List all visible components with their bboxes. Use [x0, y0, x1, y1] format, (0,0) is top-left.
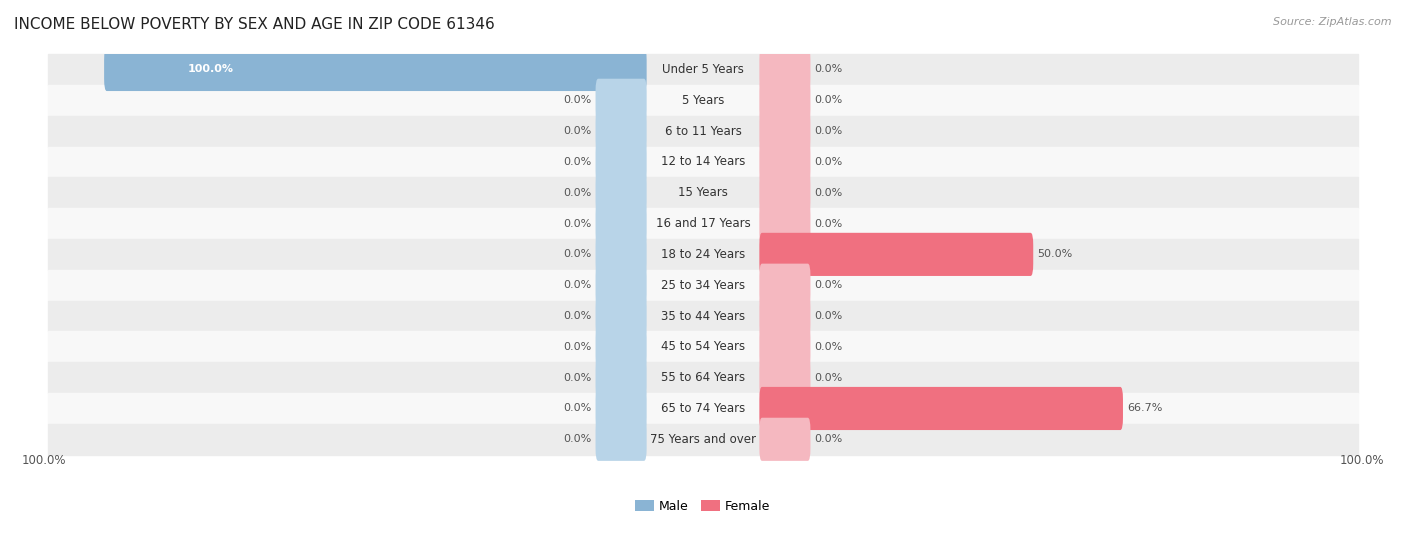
Text: 0.0%: 0.0%: [564, 280, 592, 290]
Text: Under 5 Years: Under 5 Years: [662, 63, 744, 76]
Bar: [48, 116, 1358, 147]
Bar: [48, 424, 1358, 455]
Text: 0.0%: 0.0%: [814, 373, 842, 383]
Text: 5 Years: 5 Years: [682, 94, 724, 107]
Text: INCOME BELOW POVERTY BY SEX AND AGE IN ZIP CODE 61346: INCOME BELOW POVERTY BY SEX AND AGE IN Z…: [14, 17, 495, 32]
FancyBboxPatch shape: [596, 141, 647, 184]
Bar: [48, 85, 1358, 116]
Text: 0.0%: 0.0%: [564, 403, 592, 413]
Text: 0.0%: 0.0%: [564, 219, 592, 229]
Text: 25 to 34 Years: 25 to 34 Years: [661, 278, 745, 292]
Text: 100.0%: 100.0%: [21, 454, 66, 468]
Text: 18 to 24 Years: 18 to 24 Years: [661, 248, 745, 261]
FancyBboxPatch shape: [596, 109, 647, 153]
Bar: [48, 301, 1358, 331]
Text: 0.0%: 0.0%: [564, 249, 592, 259]
FancyBboxPatch shape: [596, 79, 647, 122]
Bar: [48, 331, 1358, 362]
Text: 0.0%: 0.0%: [814, 342, 842, 352]
FancyBboxPatch shape: [596, 171, 647, 214]
Text: 15 Years: 15 Years: [678, 186, 728, 199]
Text: 35 to 44 Years: 35 to 44 Years: [661, 310, 745, 323]
FancyBboxPatch shape: [759, 263, 810, 307]
Bar: [48, 177, 1358, 208]
FancyBboxPatch shape: [596, 418, 647, 461]
Text: Source: ZipAtlas.com: Source: ZipAtlas.com: [1274, 17, 1392, 27]
Text: 75 Years and over: 75 Years and over: [650, 433, 756, 446]
Bar: [48, 208, 1358, 239]
FancyBboxPatch shape: [759, 418, 810, 461]
FancyBboxPatch shape: [759, 202, 810, 245]
Text: 100.0%: 100.0%: [187, 65, 233, 74]
FancyBboxPatch shape: [759, 356, 810, 399]
Text: 66.7%: 66.7%: [1126, 403, 1163, 413]
FancyBboxPatch shape: [596, 325, 647, 368]
Text: 0.0%: 0.0%: [814, 126, 842, 136]
FancyBboxPatch shape: [596, 263, 647, 307]
FancyBboxPatch shape: [596, 387, 647, 430]
Text: 12 to 14 Years: 12 to 14 Years: [661, 156, 745, 169]
Text: 0.0%: 0.0%: [564, 342, 592, 352]
FancyBboxPatch shape: [759, 79, 810, 122]
FancyBboxPatch shape: [596, 295, 647, 338]
FancyBboxPatch shape: [596, 202, 647, 245]
Text: 55 to 64 Years: 55 to 64 Years: [661, 371, 745, 384]
Text: 45 to 54 Years: 45 to 54 Years: [661, 340, 745, 353]
Text: 0.0%: 0.0%: [814, 157, 842, 167]
FancyBboxPatch shape: [596, 356, 647, 399]
FancyBboxPatch shape: [759, 141, 810, 184]
Text: 0.0%: 0.0%: [564, 126, 592, 136]
Legend: Male, Female: Male, Female: [636, 500, 770, 513]
FancyBboxPatch shape: [759, 325, 810, 368]
Text: 0.0%: 0.0%: [564, 187, 592, 198]
Text: 50.0%: 50.0%: [1038, 249, 1073, 259]
FancyBboxPatch shape: [759, 171, 810, 214]
Text: 0.0%: 0.0%: [564, 157, 592, 167]
Text: 0.0%: 0.0%: [814, 280, 842, 290]
Bar: [48, 147, 1358, 177]
Bar: [48, 270, 1358, 301]
Text: 100.0%: 100.0%: [1340, 454, 1385, 468]
FancyBboxPatch shape: [759, 387, 1123, 430]
Text: 6 to 11 Years: 6 to 11 Years: [665, 124, 741, 138]
FancyBboxPatch shape: [759, 48, 810, 91]
Bar: [48, 239, 1358, 270]
Text: 0.0%: 0.0%: [814, 219, 842, 229]
Text: 0.0%: 0.0%: [814, 95, 842, 105]
Bar: [48, 54, 1358, 85]
Bar: [48, 362, 1358, 393]
FancyBboxPatch shape: [759, 295, 810, 338]
Text: 16 and 17 Years: 16 and 17 Years: [655, 217, 751, 230]
FancyBboxPatch shape: [104, 48, 647, 91]
Text: 0.0%: 0.0%: [564, 373, 592, 383]
Bar: [48, 393, 1358, 424]
FancyBboxPatch shape: [759, 109, 810, 153]
Text: 0.0%: 0.0%: [814, 65, 842, 74]
FancyBboxPatch shape: [759, 233, 1033, 276]
Text: 0.0%: 0.0%: [564, 95, 592, 105]
Text: 65 to 74 Years: 65 to 74 Years: [661, 402, 745, 415]
Text: 0.0%: 0.0%: [814, 311, 842, 321]
FancyBboxPatch shape: [596, 233, 647, 276]
Text: 0.0%: 0.0%: [814, 187, 842, 198]
Text: 0.0%: 0.0%: [564, 434, 592, 444]
Text: 0.0%: 0.0%: [564, 311, 592, 321]
Text: 0.0%: 0.0%: [814, 434, 842, 444]
